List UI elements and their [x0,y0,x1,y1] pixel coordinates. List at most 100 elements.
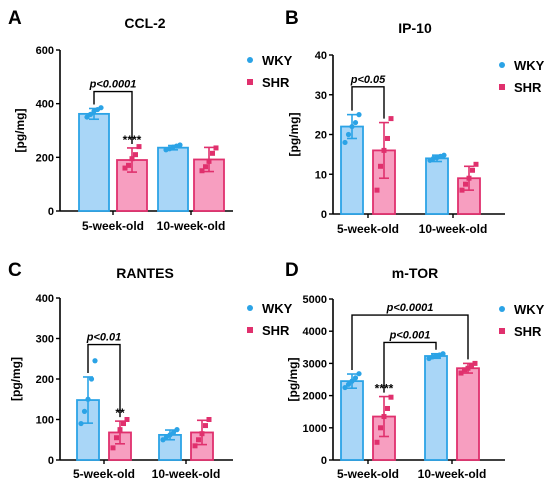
x-tick-label: 5-week-old [73,467,135,481]
y-tick-label: 0 [321,209,327,221]
data-point [441,152,447,158]
data-point [349,123,355,130]
bar-wky-0 [340,380,364,461]
data-point [210,150,215,156]
data-point [177,142,183,148]
x-tick-label: 5-week-old [82,219,144,233]
data-point [466,175,472,181]
data-point [459,187,465,193]
data-point [378,425,383,431]
y-tick-label: 400 [36,293,54,305]
bar-wky-1 [425,157,449,215]
significance-bracket [93,90,133,144]
significance-bracket [351,314,469,371]
data-point [342,139,348,146]
bar-wky-1 [424,355,448,461]
data-point [381,147,387,153]
legend-marker-wky [499,62,505,68]
legend-marker-shr [247,327,253,333]
data-point [174,427,180,433]
y-tick-label: 600 [36,45,54,57]
data-point [388,116,394,122]
legend-label-wky: WKY [262,53,293,68]
significance-bracket [87,343,121,418]
data-point [342,384,348,391]
data-point [473,161,479,167]
y-tick-label: 200 [36,374,54,386]
chart-title: RANTES [116,265,174,281]
y-tick-label: 1000 [303,423,327,435]
x-tick-label: 10-week-old [157,219,226,233]
y-tick-label: 300 [36,334,54,346]
legend-marker-wky [247,305,253,311]
data-point [472,360,478,366]
data-point [121,421,126,427]
data-point [160,437,166,443]
data-point [374,187,380,193]
legend-marker-wky [247,57,253,63]
data-point [469,363,474,369]
y-tick-label: 0 [48,206,54,218]
data-point [88,376,95,382]
legend-marker-shr [499,84,505,90]
data-point [129,156,135,162]
data-point [356,371,362,377]
data-point [206,158,212,164]
data-point [352,119,359,126]
panel-letter: D [285,260,299,281]
x-tick-label: 5-week-old [337,222,399,236]
data-point [381,414,387,420]
data-point [78,420,84,427]
data-point [458,370,464,376]
data-point [440,351,446,357]
y-axis-label: [pg/mg] [287,113,301,157]
data-point [170,429,177,436]
bar-shr-1 [456,367,480,461]
legend-marker-wky [499,306,505,312]
data-point [349,378,355,384]
legend-label-wky: WKY [514,58,545,73]
y-tick-label: 400 [36,99,54,111]
data-point [114,435,119,441]
data-point [345,381,352,387]
data-point [92,358,98,364]
y-tick-label: 40 [315,50,327,62]
data-point [388,394,394,400]
data-point [199,168,205,174]
x-tick-label: 5-week-old [337,467,399,481]
bar-wky-1 [157,146,189,212]
data-point [133,152,138,158]
data-point [378,163,383,169]
y-tick-label: 30 [315,90,327,102]
chart-title: IP-10 [398,20,432,36]
legend-marker-shr [499,328,505,334]
data-point [122,165,128,171]
panel-letter: A [8,8,22,29]
data-point [463,181,468,187]
data-point [203,423,208,429]
data-point [203,164,208,170]
p-value-label: p<0.001 [389,329,431,341]
data-point [117,427,123,433]
data-point [81,408,88,414]
data-point [385,135,390,141]
legend-marker-shr [247,79,253,85]
y-tick-label: 100 [36,415,54,427]
x-tick-label: 10-week-old [418,467,487,481]
panel-c: C RANTES [pg/mg] 0 100 200 300 400 5-week-old 10-… [8,260,293,481]
p-value-label: p<0.01 [86,332,122,344]
panel-letter: B [285,8,299,29]
data-point [374,439,380,445]
data-point [385,405,390,411]
data-point [465,365,471,371]
data-point [87,111,94,117]
data-point [110,445,116,451]
data-point [345,131,352,138]
p-value-label: p<0.0001 [386,302,434,314]
p-value-label: p<0.05 [350,74,386,86]
y-tick-label: 20 [315,130,327,142]
data-point [85,396,91,402]
y-tick-label: 5000 [303,294,327,306]
